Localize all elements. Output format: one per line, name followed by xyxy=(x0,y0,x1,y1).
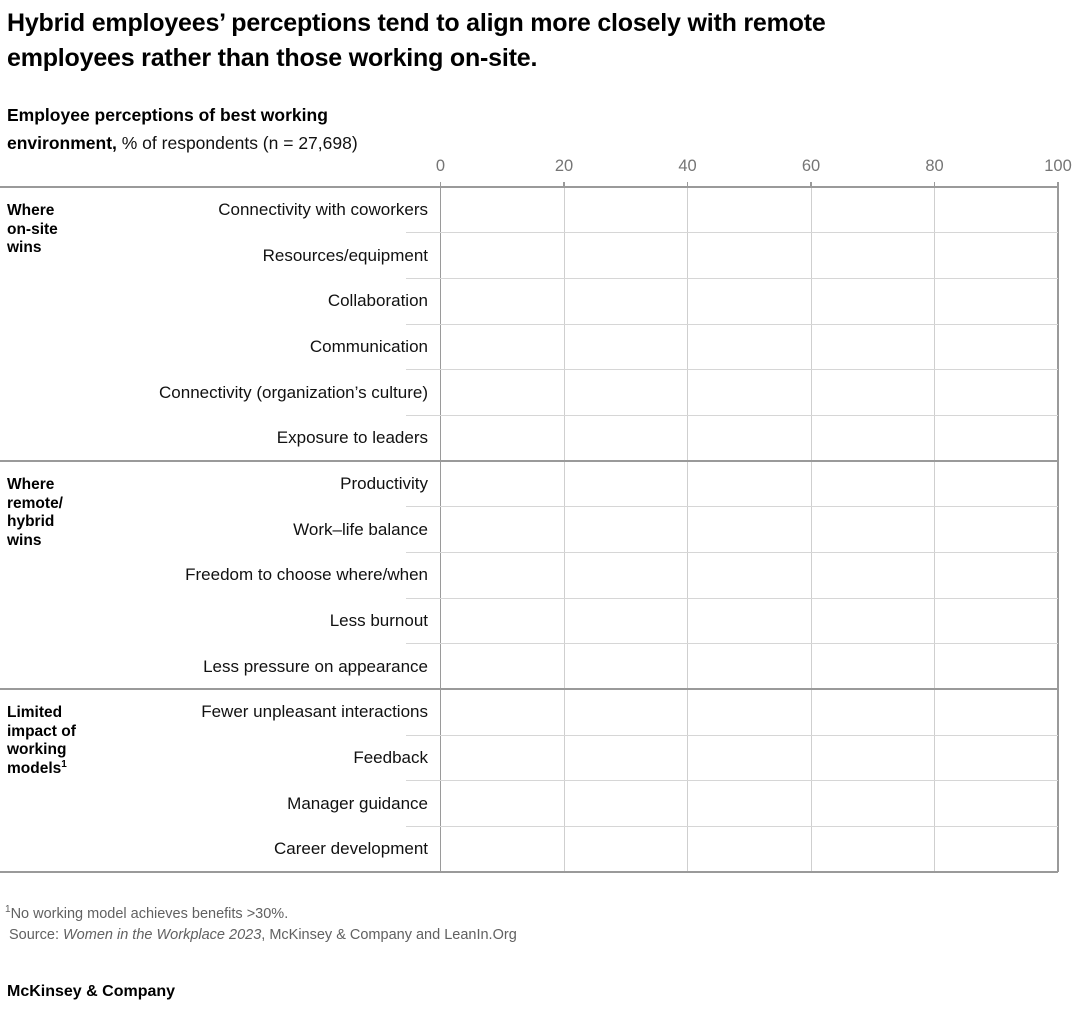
row-group-label-text: impact of xyxy=(7,722,76,740)
row-label: Connectivity (organization’s culture) xyxy=(159,382,428,402)
row-group-label-text: remote/ xyxy=(7,494,63,512)
chart-footnote: 1No working model achieves benefits >30%… xyxy=(5,904,288,924)
axis-tick-mark xyxy=(1057,182,1059,187)
row-group-label-text: wins xyxy=(7,531,42,549)
x-axis-tick-label: 40 xyxy=(678,157,697,175)
row-group-label-line: on-site xyxy=(7,221,137,240)
gridline-vertical xyxy=(439,187,442,872)
row-separator xyxy=(406,780,1058,782)
page-title-line-2: employees rather than those working on-s… xyxy=(7,44,538,72)
source-suffix: , McKinsey & Company and LeanIn.Org xyxy=(261,927,517,943)
row-group-label-text: working xyxy=(7,741,67,759)
row-group-label-text: Limited xyxy=(7,704,63,722)
group-boundary-rule xyxy=(0,460,1058,462)
chart-source: Source: Women in the Workplace 2023, McK… xyxy=(9,925,517,945)
gridline-vertical xyxy=(934,187,935,872)
row-group-label-line: hybrid xyxy=(7,513,137,532)
row-separator xyxy=(406,643,1058,645)
chart-subtitle-bold-line2: environment, xyxy=(7,133,117,153)
row-group-label: Where remote/hybrid wins xyxy=(7,476,137,550)
row-label: Communication xyxy=(309,336,428,356)
row-separator xyxy=(406,734,1058,736)
x-axis-tick-label: 0 xyxy=(435,157,446,175)
row-label: Work–life balance xyxy=(293,519,428,539)
row-group-label-text: models xyxy=(7,759,62,777)
source-publication: Women in the Workplace 2023 xyxy=(63,927,262,943)
gridline-vertical xyxy=(1057,187,1059,872)
source-prefix: Source: xyxy=(9,927,63,943)
axis-tick-mark xyxy=(810,182,812,187)
x-axis-tick-label: 60 xyxy=(801,157,821,175)
row-separator xyxy=(406,414,1058,416)
row-separator xyxy=(406,323,1058,325)
row-group-label-line: models1 xyxy=(7,758,137,779)
row-separator xyxy=(406,597,1058,599)
footnote-text: No working model achieves benefits >30%. xyxy=(10,906,289,922)
row-group-label-line: wins xyxy=(7,532,137,551)
x-axis-tick-label: 20 xyxy=(554,157,574,175)
row-group-label-text: hybrid xyxy=(7,513,55,530)
gridline-vertical xyxy=(687,187,688,872)
row-label: Collaboration xyxy=(327,291,428,311)
footnote-marker: 1 xyxy=(5,904,11,916)
axis-tick-mark xyxy=(933,182,936,187)
row-label: Career development xyxy=(273,839,428,859)
row-group-label: Where on-site wins xyxy=(7,202,137,258)
row-label: Freedom to choose where/when xyxy=(185,565,428,585)
row-label: Fewer unpleasant interactions xyxy=(201,702,428,722)
row-group-label: Limited impact of working models1 xyxy=(7,704,137,778)
axis-tick-mark xyxy=(439,182,442,187)
row-label: Connectivity with coworkers xyxy=(218,199,428,219)
group-boundary-rule xyxy=(0,871,1058,873)
row-label: Manager guidance xyxy=(287,793,428,813)
row-label: Less burnout xyxy=(329,610,428,630)
row-label: Productivity xyxy=(340,473,428,493)
row-group-label-line: Where xyxy=(7,202,137,221)
row-separator xyxy=(406,825,1058,827)
row-label: Feedback xyxy=(353,747,428,767)
group-footnote-marker: 1 xyxy=(61,758,67,770)
group-boundary-rule xyxy=(0,186,1058,188)
row-separator xyxy=(406,232,1058,234)
axis-tick-mark xyxy=(686,182,689,187)
row-group-label-line: Where xyxy=(7,476,137,495)
axis-tick-mark xyxy=(563,182,565,187)
row-group-label-text: Where xyxy=(7,476,55,493)
x-axis-tick-label: 100 xyxy=(1044,157,1072,175)
chart-subtitle-bold-line1: Employee perceptions of best working xyxy=(7,105,328,125)
gridline-vertical xyxy=(563,187,565,872)
chart-subtitle-unit: % of respondents (n = 27,698) xyxy=(116,133,358,153)
x-axis-tick-label: 80 xyxy=(925,157,944,175)
row-label: Less pressure on appearance xyxy=(203,656,428,676)
page-title: Hybrid employees’ perceptions tend to al… xyxy=(7,6,1007,76)
row-group-label-line: remote/ xyxy=(7,495,137,514)
row-group-label-line: working xyxy=(7,741,137,760)
row-separator xyxy=(406,551,1058,553)
gridline-vertical xyxy=(810,187,812,872)
row-group-label-line: wins xyxy=(7,239,137,258)
mckinsey-logo-text: McKinsey & Company xyxy=(7,983,176,1000)
row-group-label-text: on-site xyxy=(7,220,58,238)
row-group-label-line: impact of xyxy=(7,723,137,742)
row-label: Resources/equipment xyxy=(262,245,428,265)
row-separator xyxy=(406,506,1058,508)
row-separator xyxy=(406,369,1058,371)
row-group-label-line: Limited xyxy=(7,704,137,723)
row-label: Exposure to leaders xyxy=(276,428,428,448)
group-boundary-rule xyxy=(0,688,1058,691)
row-group-label-text: wins xyxy=(7,239,42,256)
row-separator xyxy=(406,277,1058,279)
chart-subtitle: Employee perceptions of best working envi… xyxy=(7,101,477,157)
page-title-line-1: Hybrid employees’ perceptions tend to al… xyxy=(7,9,826,37)
row-group-label-text: Where xyxy=(7,202,55,219)
